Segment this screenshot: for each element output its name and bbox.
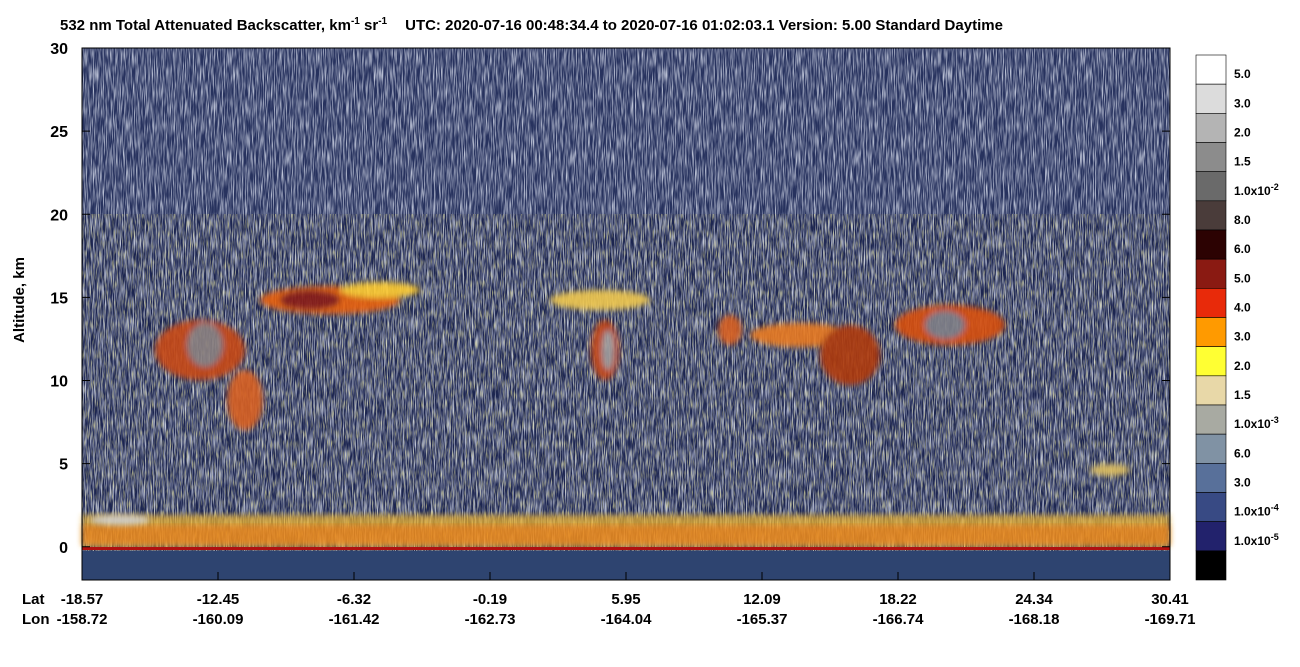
colorbar-label: 1.5 bbox=[1234, 388, 1251, 402]
colorbar-swatch bbox=[1195, 375, 1227, 406]
colorbar-label-exp: -3 bbox=[1271, 415, 1279, 425]
colorbar-label: 3.0 bbox=[1234, 96, 1251, 110]
colorbar-label: 1.0x10-3 bbox=[1234, 415, 1279, 431]
x-tick-label: -166.74 bbox=[873, 611, 925, 628]
colorbar-label: 2.0 bbox=[1234, 126, 1251, 140]
x-tick-label: -168.18 bbox=[1009, 611, 1060, 628]
x-tick-label: 24.34 bbox=[1015, 591, 1053, 608]
colorbar-swatch bbox=[1195, 171, 1227, 202]
y-tick-label: 20 bbox=[50, 207, 68, 224]
colorbar-swatch bbox=[1195, 142, 1227, 172]
colorbar-swatch bbox=[1195, 433, 1227, 464]
colorbar-swatch bbox=[1195, 229, 1227, 260]
backscatter-image bbox=[81, 47, 1171, 581]
x-tick-label: -161.42 bbox=[329, 611, 380, 628]
x-tick-label: -162.73 bbox=[465, 611, 516, 628]
colorbar-label-base: 1.0x10 bbox=[1234, 184, 1271, 198]
y-tick-label: 10 bbox=[50, 374, 68, 391]
title-sup: -1 bbox=[351, 16, 360, 27]
y-tick-label: 5 bbox=[59, 457, 68, 474]
title-sup: -1 bbox=[378, 16, 387, 27]
x-tick-label: -160.09 bbox=[193, 611, 244, 628]
colorbar-label-base: 1.0x10 bbox=[1234, 505, 1271, 519]
colorbar-swatch bbox=[1195, 463, 1227, 493]
y-axis-label: Altitude, km bbox=[11, 257, 28, 343]
colorbar-swatch bbox=[1195, 492, 1227, 522]
y-tick-label: 30 bbox=[50, 41, 68, 58]
title-text: 532 nm Total Attenuated Backscatter, km bbox=[60, 17, 351, 34]
colorbar-swatch bbox=[1195, 200, 1227, 231]
colorbar-label: 1.0x10-5 bbox=[1234, 532, 1279, 548]
x-tick-label: -12.45 bbox=[197, 591, 240, 608]
x-tick-label: -0.19 bbox=[473, 591, 507, 608]
colorbar-swatch bbox=[1195, 83, 1227, 114]
colorbar-label: 1.0x10-2 bbox=[1234, 182, 1279, 198]
colorbar-label: 5.0 bbox=[1234, 271, 1251, 285]
colorbar-label: 8.0 bbox=[1234, 213, 1251, 227]
x-tick-label: -6.32 bbox=[337, 591, 371, 608]
x-tick-label: 12.09 bbox=[743, 591, 781, 608]
y-tick-label: 25 bbox=[50, 124, 68, 141]
colorbar-label: 1.5 bbox=[1234, 155, 1251, 169]
colorbar-label: 3.0 bbox=[1234, 330, 1251, 344]
colorbar-label: 5.0 bbox=[1234, 67, 1251, 81]
x-tick-label: 18.22 bbox=[879, 591, 917, 608]
colorbar-label-exp: -4 bbox=[1271, 503, 1279, 513]
x-tick-label: -165.37 bbox=[737, 611, 788, 628]
colorbar-swatch bbox=[1195, 288, 1227, 318]
x-tick-label: 5.95 bbox=[611, 591, 640, 608]
y-tick-label: 0 bbox=[59, 540, 68, 557]
colorbar-swatch bbox=[1195, 550, 1227, 581]
colorbar-swatch bbox=[1195, 113, 1227, 143]
colorbar-label-exp: -2 bbox=[1271, 182, 1279, 192]
x-tick-label: 30.41 bbox=[1151, 591, 1189, 608]
colorbar-label: 6.0 bbox=[1234, 446, 1251, 460]
colorbar-label-base: 1.0x10 bbox=[1234, 417, 1271, 431]
title-text: UTC: 2020-07-16 00:48:34.4 to 2020-07-16… bbox=[405, 17, 1003, 34]
x-row-label: Lon bbox=[22, 611, 50, 628]
colorbar-label: 6.0 bbox=[1234, 242, 1251, 256]
colorbar-label: 2.0 bbox=[1234, 359, 1251, 373]
colorbar-swatch bbox=[1195, 521, 1227, 552]
x-tick-label: -169.71 bbox=[1145, 611, 1196, 628]
colorbar-label-base: 1.0x10 bbox=[1234, 534, 1271, 548]
colorbar-swatch bbox=[1195, 404, 1227, 435]
chart-title: 532 nm Total Attenuated Backscatter, km-… bbox=[60, 16, 1003, 34]
colorbar-swatch bbox=[1195, 317, 1227, 347]
colorbar-swatch bbox=[1195, 258, 1227, 289]
x-tick-label: -158.72 bbox=[57, 611, 108, 628]
colorbar-label: 4.0 bbox=[1234, 301, 1251, 315]
x-row-label: Lat bbox=[22, 591, 45, 608]
colorbar-label-exp: -5 bbox=[1271, 532, 1279, 542]
title-text: sr bbox=[360, 17, 379, 34]
x-tick-label: -18.57 bbox=[61, 591, 104, 608]
y-tick-label: 15 bbox=[50, 290, 68, 307]
colorbar-swatch bbox=[1195, 346, 1227, 377]
colorbar-label: 3.0 bbox=[1234, 476, 1251, 490]
colorbar-swatch bbox=[1195, 54, 1227, 85]
colorbar-label: 1.0x10-4 bbox=[1234, 503, 1279, 519]
x-tick-label: -164.04 bbox=[601, 611, 653, 628]
